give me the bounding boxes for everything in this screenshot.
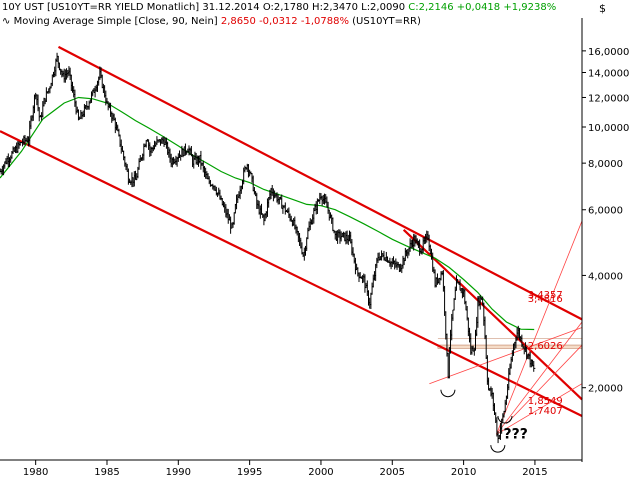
price-series-group — [0, 52, 536, 444]
low-marker-arc-1 — [440, 389, 456, 398]
trendline-group — [0, 45, 583, 417]
x-tick-label: 2000 — [308, 467, 333, 478]
low-marker-arc-3 — [497, 415, 513, 424]
fib-line-4 — [429, 327, 583, 385]
x-tick-label: 2010 — [451, 467, 476, 478]
indicator-label: Moving Average Simple [Close, 90, Nein] — [13, 16, 218, 27]
x-tick-label: 1985 — [94, 467, 119, 478]
change-percent: +1,9238% — [503, 2, 557, 13]
y-tick-label: 12,0000 — [588, 93, 629, 104]
instrument-title: 10Y UST [US10YT=RR YIELD Monatlich] — [2, 2, 200, 13]
y-tick-label: 10,0000 — [588, 123, 629, 134]
ohl-values: O:2,1780 H:2,3470 L:2,0090 — [262, 2, 406, 13]
trendline-3 — [402, 229, 583, 401]
low-marker-arc-2 — [490, 445, 506, 453]
currency-label: $ — [599, 2, 606, 15]
trendline-2 — [57, 45, 583, 321]
x-tick-label: 2005 — [380, 467, 405, 478]
fib-line-3 — [496, 383, 583, 435]
axes-group: 16,0000 14,0000 12,0000 10,0000 8,0000 6,0000… — [0, 18, 629, 478]
fib-lines-group — [429, 220, 583, 435]
level-label-2: 3,4816 — [528, 294, 563, 305]
trendline-1 — [0, 130, 583, 417]
x-tick-label: 2015 — [522, 467, 547, 478]
indicator-change-percent: -1,0788% — [300, 16, 349, 27]
header-line-1: 10Y UST [US10YT=RR YIELD Monatlich] 31.1… — [2, 2, 556, 14]
level-label-1: 3,4357 — [528, 290, 563, 301]
header-line-2: ∿ Moving Average Simple [Close, 90, Nein… — [2, 16, 421, 28]
x-tick-label: 1995 — [237, 467, 262, 478]
level-label-5: 1,7407 — [528, 406, 563, 417]
x-tick-label: 1980 — [23, 467, 48, 478]
moving-average-icon: ∿ — [2, 16, 11, 27]
bar-date: 31.12.2014 — [202, 2, 260, 13]
y-tick-label: 4,0000 — [588, 271, 623, 282]
fib-line-5 — [506, 344, 583, 425]
indicator-change: -0,0312 — [259, 16, 298, 27]
annotation-question: ??? — [504, 426, 528, 442]
fib-line-2 — [496, 321, 583, 435]
indicator-value: 2,8650 — [220, 16, 256, 27]
y-tick-label: 14,0000 — [588, 68, 629, 79]
y-tick-label: 8,0000 — [588, 159, 623, 170]
change-value: +0,0418 — [456, 2, 501, 13]
y-tick-label: 6,0000 — [588, 206, 623, 217]
close-value: C:2,2146 — [408, 2, 454, 13]
level-label-3: 2,6026 — [528, 341, 563, 352]
indicator-source: (US10YT=RR) — [352, 16, 421, 27]
level-label-4: 1,8549 — [528, 396, 563, 407]
y-tick-label: 16,0000 — [588, 47, 629, 58]
y-tick-label: 2,0000 — [588, 384, 623, 395]
x-tick-label: 1990 — [166, 467, 191, 478]
fib-line-1 — [496, 220, 583, 435]
